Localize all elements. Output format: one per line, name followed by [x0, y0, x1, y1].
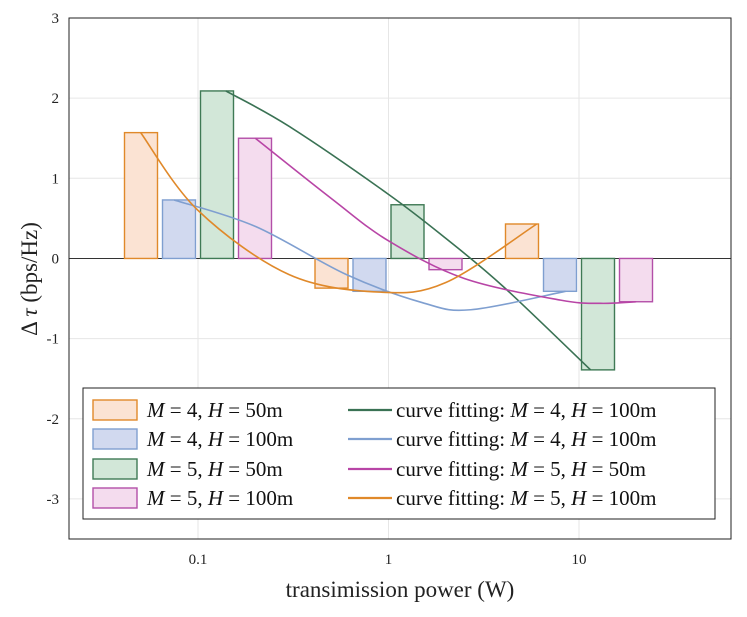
legend: M = 4, H = 50m M = 4, H = 100m M = 5, H = … — [82, 387, 716, 520]
legend-swatch — [92, 399, 138, 421]
bar — [504, 223, 540, 260]
y-tick-label: -3 — [47, 492, 60, 508]
y-axis-tau: τ — [17, 308, 42, 317]
legend-swatch — [92, 487, 138, 509]
x-tick-label: 0.1 — [189, 552, 208, 568]
legend-label: M = 5, H = 100m — [146, 486, 293, 510]
bar — [542, 257, 578, 293]
y-tick-label: 3 — [52, 11, 60, 27]
y-axis-delta: Δ — [17, 322, 42, 336]
y-tick-label: -2 — [47, 412, 60, 428]
legend-swatch — [92, 428, 138, 450]
fit-curve — [254, 137, 637, 305]
y-axis-title: Δ τ (bps/Hz) — [17, 222, 42, 336]
x-tick-label: 10 — [572, 552, 587, 568]
bar — [390, 204, 425, 260]
curves — [140, 90, 637, 371]
bar — [618, 257, 654, 303]
legend-label: M = 5, H = 50m — [146, 457, 283, 481]
legend-label: curve fitting: M = 5, H = 100m — [396, 486, 657, 510]
legend-label: curve fitting: M = 4, H = 100m — [396, 427, 657, 451]
x-tick-labels: 0.1 1 10 — [189, 552, 587, 568]
legend-swatch — [92, 458, 138, 480]
x-tick-label: 1 — [385, 552, 393, 568]
fit-curve — [173, 199, 566, 312]
bar — [237, 137, 273, 260]
plot-frame — [68, 17, 732, 540]
y-tick-label: 0 — [52, 251, 60, 267]
bar — [352, 257, 387, 293]
y-tick-labels: 3 2 1 0 -1 -2 -3 — [47, 11, 60, 508]
bar — [161, 199, 197, 260]
legend-label: curve fitting: M = 5, H = 50m — [396, 457, 646, 481]
y-tick-label: 1 — [52, 171, 60, 187]
fit-curve — [140, 132, 538, 294]
legend-label: M = 4, H = 50m — [146, 398, 283, 422]
legend-label: curve fitting: M = 4, H = 100m — [396, 398, 657, 422]
fit-curve — [225, 90, 592, 371]
bar — [428, 257, 463, 271]
bars — [123, 90, 654, 371]
bar — [580, 257, 616, 371]
bar — [123, 131, 159, 260]
legend-box — [82, 387, 716, 520]
bar — [199, 90, 235, 260]
legend-label: M = 4, H = 100m — [146, 427, 293, 451]
y-tick-label: -1 — [47, 332, 60, 348]
y-tick-label: 2 — [52, 91, 60, 107]
y-axis-unit: (bps/Hz) — [17, 222, 42, 308]
x-axis-title: transimission power (W) — [286, 577, 515, 602]
